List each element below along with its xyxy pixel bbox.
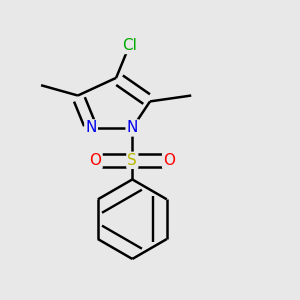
Text: N: N [127, 120, 138, 135]
Text: S: S [128, 153, 137, 168]
Text: N: N [85, 120, 97, 135]
Text: O: O [89, 153, 101, 168]
Text: Cl: Cl [122, 38, 137, 53]
Text: O: O [163, 153, 175, 168]
